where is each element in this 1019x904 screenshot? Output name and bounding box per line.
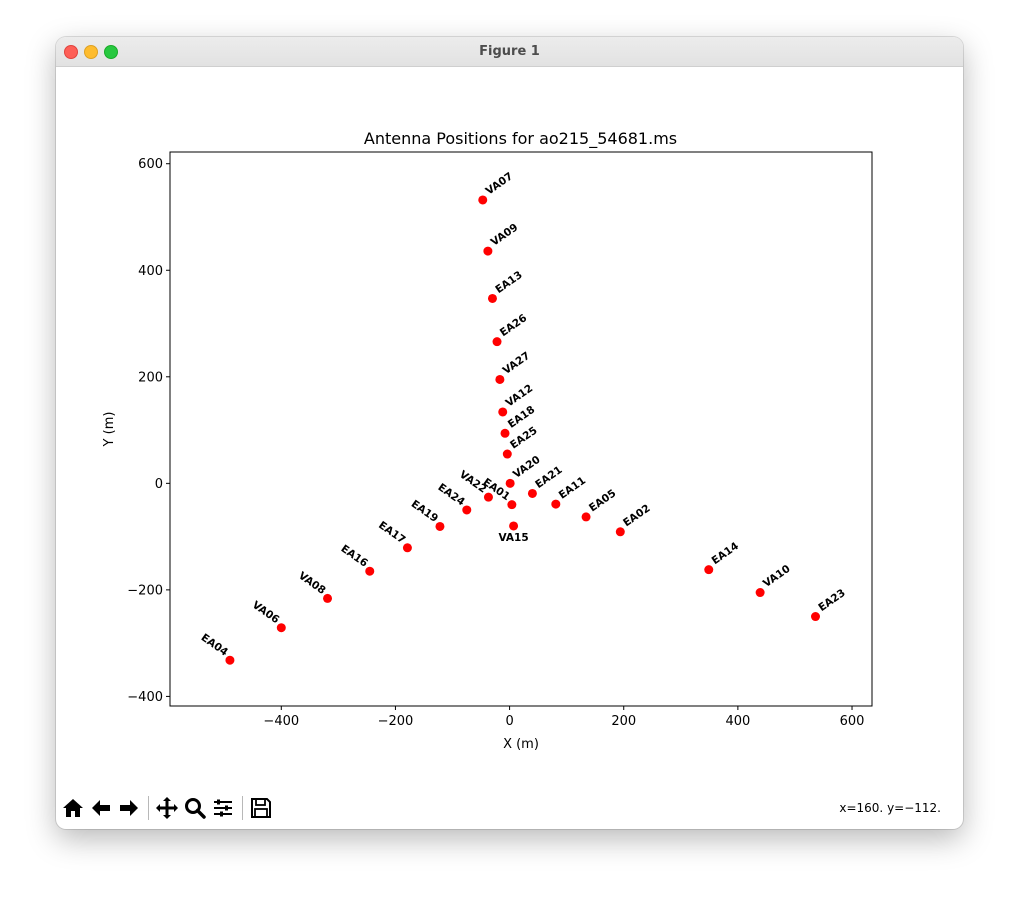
antenna-point — [478, 195, 488, 205]
antenna-point — [487, 293, 497, 303]
antenna-point — [755, 588, 765, 598]
antenna-point — [462, 505, 472, 515]
plot-area[interactable] — [169, 151, 873, 707]
antenna-point — [365, 566, 375, 576]
antenna-point — [581, 512, 591, 522]
scatter-chart: Antenna Positions for ao215_54681.ms −40… — [102, 129, 873, 752]
antenna-point — [502, 449, 512, 459]
y-axis-label: Y (m) — [102, 412, 117, 448]
maximize-window-button[interactable] — [104, 45, 118, 59]
pan-icon — [156, 797, 178, 819]
x-tick-label: 400 — [725, 714, 750, 729]
y-tick-label: −400 — [127, 690, 163, 705]
home-button[interactable] — [60, 794, 86, 822]
antenna-point — [323, 593, 333, 603]
antenna-point — [402, 543, 412, 553]
back-button[interactable] — [88, 794, 114, 822]
configure-subplots-button[interactable] — [210, 794, 236, 822]
antenna-point — [551, 499, 561, 509]
antenna-point — [810, 612, 820, 622]
antenna-point — [498, 407, 508, 417]
toolbar-separator — [242, 796, 243, 820]
y-tick-label: 600 — [138, 157, 163, 172]
antenna-point — [225, 655, 235, 665]
title-bar[interactable]: Figure 1 — [56, 37, 963, 67]
toolbar-separator — [148, 796, 149, 820]
antenna-point — [276, 623, 286, 633]
antenna-point — [527, 488, 537, 498]
back-icon — [92, 800, 110, 816]
antenna-label: VA15 — [499, 532, 529, 544]
antenna-point — [509, 521, 519, 531]
y-tick-label: 0 — [155, 477, 163, 492]
y-tick-label: 400 — [138, 264, 163, 279]
antenna-point — [435, 521, 445, 531]
minimize-window-button[interactable] — [84, 45, 98, 59]
antenna-point — [495, 374, 505, 384]
cursor-coordinates: x=160. y=−112. — [839, 801, 941, 815]
chart-title: Antenna Positions for ao215_54681.ms — [364, 129, 677, 149]
forward-icon — [120, 800, 138, 816]
x-axis-label: X (m) — [503, 737, 539, 752]
antenna-point — [615, 527, 625, 537]
window-title: Figure 1 — [479, 44, 540, 59]
axis-ticks: −400 −200 0 200 400 600 −400 −200 0 200 400 600 — [127, 157, 864, 729]
save-button[interactable] — [248, 794, 274, 822]
pan-button[interactable] — [154, 794, 180, 822]
antenna-point — [505, 478, 515, 488]
figure-window: Figure 1 Antenna Positions for ao215_546… — [56, 37, 963, 829]
configure-subplots-icon — [214, 799, 232, 817]
antenna-point — [507, 500, 517, 510]
antenna-point — [492, 337, 502, 347]
home-icon — [63, 799, 83, 817]
close-window-button[interactable] — [64, 45, 78, 59]
y-tick-label: −200 — [127, 583, 163, 598]
zoom-icon — [185, 798, 206, 819]
zoom-button[interactable] — [182, 794, 208, 822]
x-tick-label: 200 — [611, 714, 636, 729]
forward-button[interactable] — [116, 794, 142, 822]
save-icon — [251, 798, 271, 818]
x-tick-label: 0 — [505, 714, 513, 729]
x-tick-label: −200 — [378, 714, 414, 729]
antenna-point — [483, 246, 493, 256]
antenna-point — [500, 428, 510, 438]
x-tick-label: 600 — [840, 714, 865, 729]
y-tick-label: 200 — [138, 370, 163, 385]
antenna-point — [704, 565, 714, 575]
antenna-point — [483, 492, 493, 502]
x-tick-label: −400 — [263, 714, 299, 729]
